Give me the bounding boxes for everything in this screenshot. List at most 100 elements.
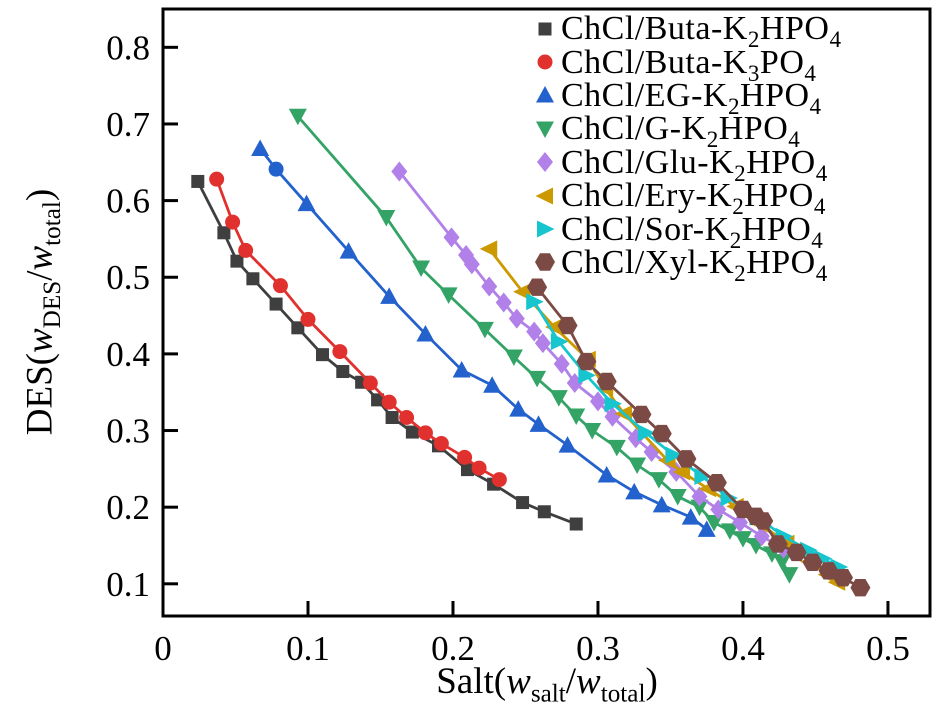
y-tick-label: 0.7	[106, 105, 150, 144]
data-point-triangle-down	[607, 439, 626, 457]
data-point-circle	[332, 344, 348, 360]
data-point-hexagon	[676, 450, 697, 468]
legend-label: ChCl/Buta-K3PO4	[561, 43, 817, 87]
data-point-triangle-up	[558, 436, 577, 453]
data-point-hexagon	[651, 424, 672, 443]
data-point-circle	[272, 278, 288, 294]
data-point-square	[569, 517, 583, 531]
data-point-triangle-down	[649, 472, 668, 489]
x-tick-label: 0.1	[286, 629, 330, 668]
data-point-triangle-up	[339, 242, 358, 259]
data-point-circle	[491, 472, 507, 488]
data-point-square	[246, 272, 260, 286]
data-point-square	[191, 174, 205, 188]
data-point-triangle-left	[544, 318, 563, 336]
x-tick-label: 0.2	[431, 629, 475, 668]
plot-border	[161, 7, 932, 618]
data-point-triangle-down	[439, 287, 458, 304]
series-7	[527, 278, 871, 597]
y-tick-label: 0.3	[106, 412, 150, 451]
data-point-triangle-down	[504, 349, 523, 366]
legend-item: ChCl/G-K2HPO4	[532, 112, 842, 152]
legend-marker-triangle-down-icon	[536, 121, 554, 138]
data-point-diamond	[508, 308, 525, 329]
data-point-triangle-up	[380, 287, 399, 304]
data-point-triangle-up	[509, 400, 528, 417]
y-axis-title: DES(wDES/wtotal)	[19, 188, 66, 436]
legend: ChCl/Buta-K2HPO4 ChCl/Buta-K3PO4 ChCl/EG-K…	[532, 12, 842, 287]
data-point-hexagon	[527, 278, 548, 296]
data-point-circle	[362, 375, 378, 391]
data-point-square	[315, 348, 329, 362]
data-point-triangle-down	[377, 209, 396, 227]
data-point-triangle-up	[529, 415, 548, 432]
data-point-diamond	[526, 321, 543, 342]
legend-label: ChCl/Xyl-K2HPO4	[561, 243, 828, 287]
data-point-circle	[300, 311, 316, 327]
y-tick-label: 0.5	[106, 258, 150, 297]
data-point-square	[336, 365, 350, 379]
data-point-hexagon	[786, 543, 807, 562]
data-point-square	[291, 321, 305, 335]
data-point-diamond	[495, 292, 512, 313]
x-tick-label: 0.5	[866, 629, 910, 668]
data-point-hexagon	[631, 405, 652, 424]
series-2	[251, 139, 716, 537]
data-point-hexagon	[802, 553, 823, 572]
data-point-triangle-down	[733, 531, 752, 548]
data-point-diamond	[691, 486, 708, 507]
data-point-circle	[417, 425, 433, 441]
data-point-triangle-down	[528, 370, 547, 388]
data-point-diamond	[481, 276, 498, 297]
legend-item: ChCl/Xyl-K2HPO4	[532, 243, 842, 287]
y-tick-label: 0.1	[106, 565, 150, 604]
series-1	[209, 171, 507, 488]
data-point-square	[217, 226, 231, 240]
legend-label: ChCl/Ery-K2HPO4	[561, 177, 826, 220]
legend-item: ChCl/Buta-K2HPO4	[532, 12, 842, 52]
data-point-triangle-left	[535, 187, 553, 205]
data-point-triangle-down	[567, 408, 586, 425]
data-point-triangle-down	[583, 423, 602, 440]
data-point-square	[538, 22, 552, 36]
data-point-square	[230, 254, 244, 268]
data-point-triangle-right	[604, 395, 622, 413]
data-point-diamond	[537, 152, 553, 173]
data-point-triangle-up	[251, 139, 270, 156]
data-point-triangle-down	[549, 390, 568, 407]
data-point-triangle-up	[625, 482, 644, 500]
data-point-triangle-up	[597, 465, 616, 483]
data-point-triangle-up	[536, 86, 554, 103]
data-point-triangle-right	[637, 424, 656, 442]
data-point-hexagon	[557, 316, 578, 335]
data-point-triangle-down	[690, 499, 709, 517]
data-point-square	[537, 505, 551, 519]
data-point-hexagon	[833, 568, 854, 587]
data-point-square	[460, 463, 474, 477]
legend-label: ChCl/EG-K2HPO4	[561, 76, 822, 120]
data-point-square	[371, 393, 385, 407]
data-point-diamond	[534, 333, 551, 354]
data-point-triangle-up	[652, 495, 671, 513]
legend-marker-triangle-right-icon	[537, 220, 555, 238]
legend-marker-triangle-left-icon	[535, 187, 553, 205]
y-tick-label: 0.8	[106, 28, 150, 67]
data-point-triangle-right	[550, 333, 569, 351]
legend-item: ChCl/Buta-K3PO4	[532, 43, 842, 87]
data-point-circle	[471, 460, 487, 476]
series-line	[535, 286, 862, 589]
data-point-triangle-right	[526, 293, 544, 311]
legend-marker-square-icon	[538, 22, 552, 36]
data-point-hexagon	[576, 352, 597, 371]
series-line	[259, 147, 708, 531]
data-point-triangle-up	[483, 376, 502, 393]
data-point-square	[516, 496, 530, 510]
data-point-diamond	[391, 161, 408, 182]
data-point-triangle-down	[668, 488, 687, 506]
x-axis-title: Salt(wsalt/wtotal)	[436, 661, 658, 708]
legend-label: ChCl/Glu-K2HPO4	[561, 143, 828, 187]
x-tick-label: 0.3	[576, 629, 620, 668]
legend-item: ChCl/EG-K2HPO4	[532, 76, 842, 120]
data-point-circle	[238, 242, 254, 258]
